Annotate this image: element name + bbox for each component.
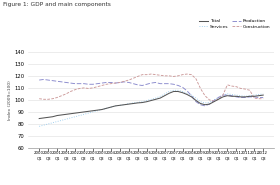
Total [172,90,175,93]
Construction [105,83,108,85]
Total [257,95,260,97]
Total [262,94,265,96]
Line: Services: Services [39,90,263,126]
Construction [262,98,265,100]
Production [114,82,117,84]
Construction [203,95,207,97]
Production [203,105,207,107]
Services [109,106,113,108]
Construction [257,98,260,100]
Total [38,117,41,120]
Text: Figure 1: GDP and main components: Figure 1: GDP and main components [3,2,111,7]
Line: Total: Total [39,92,263,119]
Production [91,83,95,85]
Production [109,81,113,84]
Total [190,96,193,98]
Services [105,107,108,109]
Services [262,93,265,95]
Services [38,125,41,127]
Services [190,94,193,96]
Construction [190,73,193,76]
Legend: Total, Services, Production, Construction: Total, Services, Production, Constructio… [198,17,272,30]
Line: Production: Production [39,80,263,106]
Production [190,95,193,97]
Construction [38,98,41,100]
Total [87,110,90,112]
Services [257,93,260,96]
Total [109,106,113,108]
Total [203,104,207,106]
Services [87,112,90,114]
Production [262,96,265,99]
Production [208,103,211,105]
Production [42,78,45,81]
Construction [109,83,113,85]
Construction [150,73,153,75]
Construction [212,100,216,102]
Line: Construction: Construction [39,74,263,101]
Total [105,107,108,109]
Construction [87,87,90,90]
Y-axis label: Index (2009=100): Index (2009=100) [8,80,12,120]
Production [38,79,41,81]
Services [203,102,207,104]
Services [172,89,175,91]
Production [257,96,260,99]
